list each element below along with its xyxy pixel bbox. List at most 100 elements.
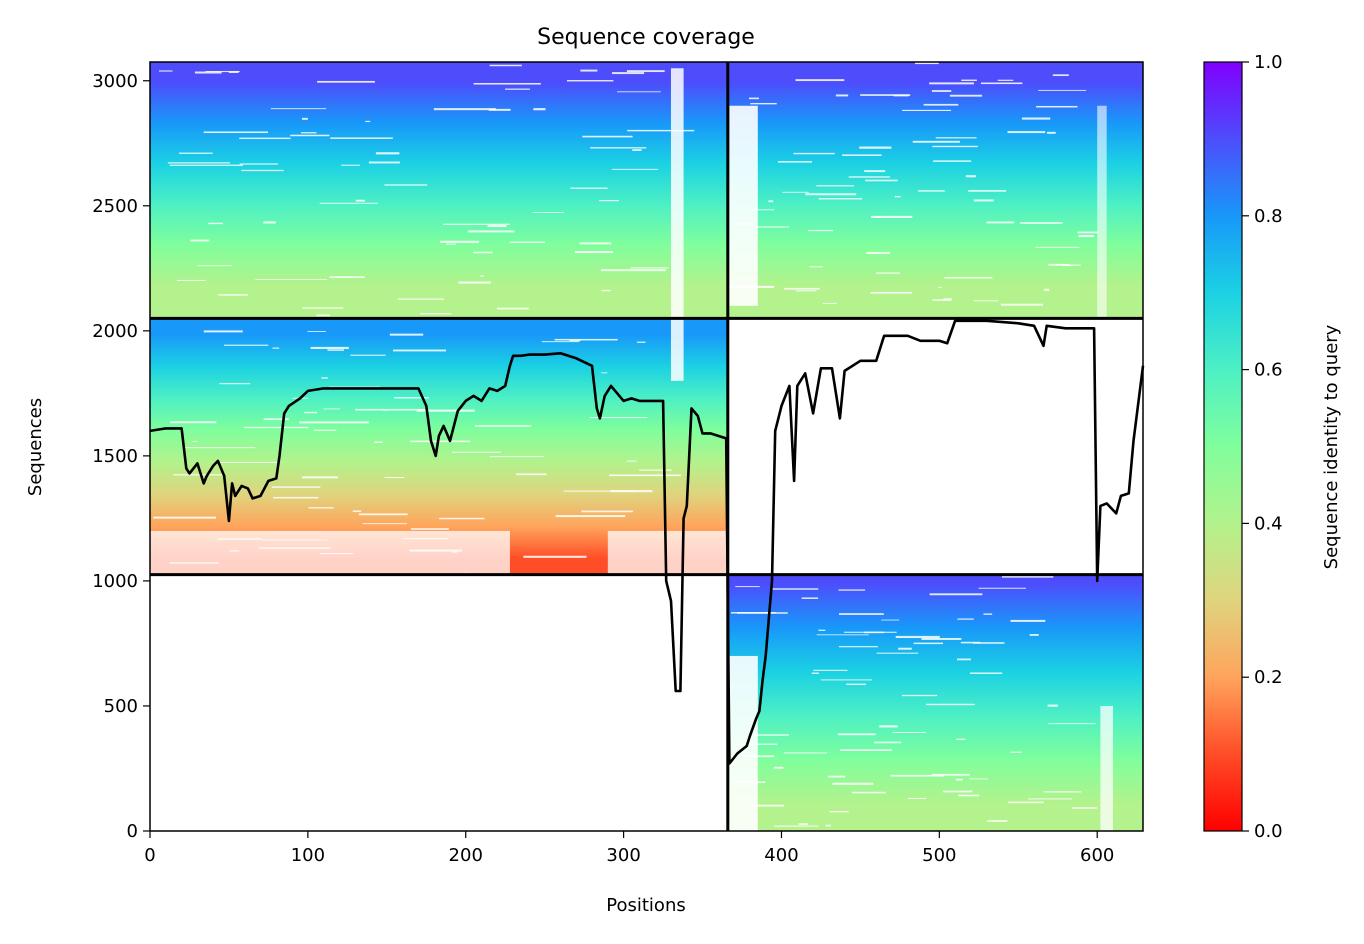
coverage-line-layer <box>149 319 1145 765</box>
gap-streak <box>933 160 972 162</box>
gap-streak <box>865 179 898 182</box>
gap-streak <box>961 79 977 82</box>
gap-streak <box>973 199 994 202</box>
gap-streak <box>365 120 371 123</box>
y-tick-label: 3000 <box>92 71 138 92</box>
colorbar-tick-label: 0.0 <box>1254 821 1283 842</box>
gap-streak <box>516 473 547 476</box>
gap-streak <box>987 820 1008 822</box>
gap-streak <box>1062 264 1081 266</box>
gap-streak <box>223 344 269 346</box>
gap-streak <box>341 164 361 166</box>
gap-streak <box>752 804 784 807</box>
gap-streak <box>955 778 963 781</box>
gap-streak <box>317 80 375 83</box>
gap-streak <box>397 298 444 300</box>
colorbar-label: Sequence identity to query <box>1321 324 1342 569</box>
gap-streak <box>590 147 647 149</box>
gap-streak <box>474 425 532 427</box>
gap-streak <box>881 619 900 621</box>
gap-streak <box>838 646 878 648</box>
gap-streak <box>271 486 321 488</box>
gap-streak <box>784 287 820 290</box>
gap-streak <box>208 222 223 225</box>
gap-streak <box>190 239 210 242</box>
gap-streak <box>384 477 405 478</box>
gap-streak <box>533 108 546 111</box>
gap-streak <box>579 242 612 245</box>
gap-streak <box>1071 807 1098 809</box>
gap-streak <box>1048 723 1096 725</box>
gap-streak <box>742 755 775 758</box>
gap-streak <box>159 70 173 72</box>
y-tick-label: 1000 <box>92 571 138 592</box>
gap-streak <box>362 523 408 525</box>
gap-streak <box>957 618 974 620</box>
gap-streak <box>970 672 1003 675</box>
gap-streak <box>228 71 239 74</box>
gap-streak <box>358 513 408 516</box>
gap-streak <box>241 169 284 172</box>
gap-streak <box>308 507 334 509</box>
gap-streak <box>176 279 206 281</box>
chain-2-block-upper <box>727 62 1143 319</box>
gap-streak <box>846 683 866 686</box>
x-tick-label: 100 <box>291 845 325 866</box>
gap-streak <box>773 766 784 769</box>
gap-streak <box>1048 263 1070 266</box>
gap-streak <box>443 223 510 225</box>
gap-streak <box>943 298 952 301</box>
x-tick-label: 200 <box>449 845 483 866</box>
gap-streak <box>627 460 637 462</box>
gap-streak <box>446 243 457 245</box>
gap-streak <box>637 341 646 343</box>
coverage-blocks <box>150 62 1143 831</box>
gap-streak <box>820 679 872 681</box>
gap-streak <box>192 440 198 442</box>
gap-streak <box>239 163 279 165</box>
gap-streak <box>844 631 897 633</box>
gap-streak <box>554 338 618 341</box>
gap-streak <box>972 642 1005 644</box>
gap-streak <box>601 269 666 272</box>
gap-streak <box>838 589 866 591</box>
gap-region <box>729 655 758 831</box>
gap-streak <box>929 593 983 596</box>
gap-streak <box>355 408 426 411</box>
gap-streak <box>321 377 328 379</box>
gap-streak <box>630 267 669 269</box>
gap-streak <box>439 517 485 520</box>
gap-streak <box>302 476 338 479</box>
gap-streak <box>389 333 424 336</box>
gap-streak <box>969 778 988 780</box>
gap-streak <box>755 226 790 228</box>
gap-streak <box>609 474 681 477</box>
gap-streak <box>627 129 695 132</box>
gap-streak <box>589 417 648 419</box>
gap-streak <box>439 240 479 243</box>
gap-streak <box>795 79 845 82</box>
gap-streak <box>580 69 598 72</box>
gap-streak <box>313 429 337 431</box>
gap-streak <box>330 137 393 139</box>
gap-streak <box>532 211 564 213</box>
gap-streak <box>809 266 823 268</box>
gap-streak <box>368 161 400 164</box>
gap-streak <box>216 461 280 463</box>
gap-streak <box>473 82 541 85</box>
gap-streak <box>771 588 819 590</box>
gap-streak <box>632 149 642 151</box>
gap-streak <box>968 190 1007 192</box>
gap-streak <box>902 109 951 111</box>
gap-streak <box>555 515 626 518</box>
gap-streak <box>816 185 855 187</box>
gap-streak <box>243 426 309 429</box>
gap-streak <box>837 733 876 736</box>
gap-streak <box>393 349 447 352</box>
gap-streak <box>489 64 522 67</box>
gap-streak <box>923 103 959 106</box>
colorbar-tick-label: 1.0 <box>1254 52 1283 73</box>
chain-1-block-upper <box>150 62 728 319</box>
gap-streak <box>273 496 319 499</box>
